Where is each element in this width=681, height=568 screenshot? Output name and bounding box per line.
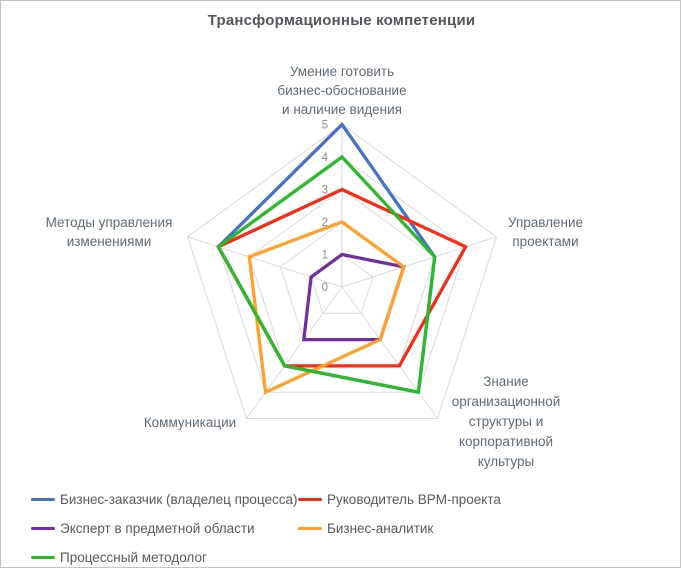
legend-label: Бизнес-аналитик xyxy=(327,521,434,536)
axis-label-communications: Коммуникации xyxy=(143,415,237,430)
series-polygon xyxy=(301,252,406,342)
radial-tick-label: 3 xyxy=(322,185,328,197)
legend-item-process-methodologist: Процессный методолог xyxy=(31,550,298,565)
radial-tick-label: 0 xyxy=(322,282,328,294)
axis-label-change-management: Методы управления изменениями xyxy=(45,215,173,249)
series-polygon xyxy=(216,187,468,368)
series-polygon xyxy=(247,220,406,395)
legend-label: Процессный методолог xyxy=(60,550,207,565)
radial-tick-label: 1 xyxy=(322,250,328,262)
chart-title: Трансформационные компетенции xyxy=(207,12,476,29)
series-color-swatch xyxy=(298,526,322,531)
series-color-swatch xyxy=(31,555,55,560)
legend-label: Руководитель BPM-проекта xyxy=(327,492,501,507)
radial-tick-label: 4 xyxy=(322,152,329,164)
legend-label: Эксперт в предметной области xyxy=(60,521,255,536)
legend-item-bpm-project-lead: Руководитель BPM-проекта xyxy=(298,492,651,507)
legend-item-domain-expert: Эксперт в предметной области xyxy=(31,521,298,536)
series-color-swatch xyxy=(31,526,55,531)
legend-item-business-analyst: Бизнес-аналитик xyxy=(298,521,651,536)
series-color-swatch xyxy=(298,497,322,502)
chart-legend: Бизнес-заказчик (владелец процесса) Руко… xyxy=(31,485,651,567)
axis-label-org-structure: Знание организационной структуры и корпо… xyxy=(451,374,561,469)
axis-label-business-case: Умение готовить бизнес-обоснование и нал… xyxy=(277,64,407,117)
series-color-swatch xyxy=(31,497,55,502)
axis-label-project-management: Управление проектами xyxy=(507,215,584,249)
legend-item-business-customer: Бизнес-заказчик (владелец процесса) xyxy=(31,492,298,507)
series-polygon xyxy=(216,154,437,395)
legend-label: Бизнес-заказчик (владелец процесса) xyxy=(60,492,298,507)
radial-tick-label: 5 xyxy=(322,120,328,132)
radial-tick-label: 2 xyxy=(322,217,328,229)
